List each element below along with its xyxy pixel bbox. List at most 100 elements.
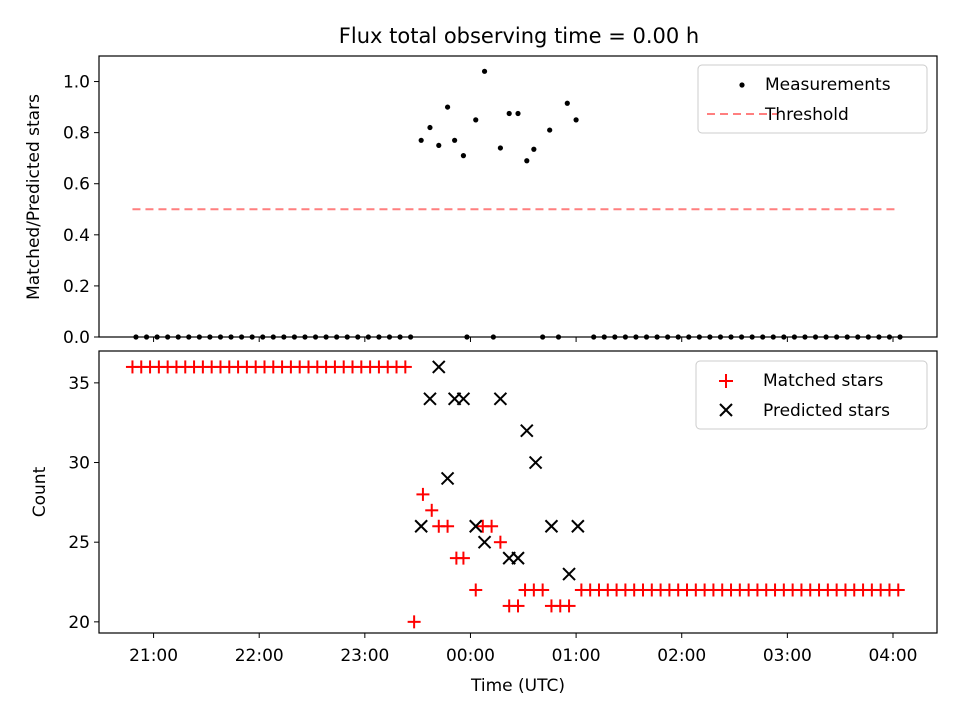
top-plot-frame: [98, 55, 938, 338]
bottom-panel: 20 25 30 35 21:00 22:00 23:00 00:00 01:00 02:00 0…: [30, 350, 938, 696]
measurement-point: [344, 334, 350, 340]
measurement-point: [427, 124, 433, 131]
measurement-point: [355, 334, 361, 340]
measurement-point: [515, 110, 521, 117]
predicted-stars-point: [414, 519, 428, 533]
legend-marker-predicted-stars: [719, 403, 733, 417]
matched-stars-point: [398, 360, 412, 374]
measurement-point: [154, 334, 160, 340]
measurement-point: [897, 334, 903, 340]
bottom-plot-frame: [98, 350, 938, 634]
measurement-point: [376, 334, 382, 340]
measurement-point: [217, 334, 224, 340]
measurement-point: [436, 142, 442, 149]
measurement-point: [196, 334, 202, 340]
measurement-point: [855, 334, 861, 340]
matched-stars-point: [891, 583, 905, 597]
matched-stars-point: [562, 599, 576, 613]
measurement-point: [760, 334, 766, 340]
measurement-point: [444, 104, 451, 110]
measurement-point: [834, 334, 840, 340]
measurement-point: [612, 334, 618, 340]
measurement-point: [844, 334, 850, 340]
measurement-point: [418, 137, 424, 143]
predicted-stars-point: [432, 360, 446, 374]
measurement-point: [865, 334, 871, 340]
matched-stars-point: [536, 583, 550, 597]
measurement-point: [573, 117, 579, 123]
measurement-point: [802, 334, 808, 340]
measurement-point: [291, 334, 298, 340]
measurement-point: [186, 334, 192, 340]
measurement-point: [524, 158, 530, 164]
predicted-stars-point: [493, 392, 508, 406]
measurement-point: [686, 334, 692, 340]
measurement-point: [791, 334, 797, 340]
measurement-point: [386, 334, 393, 340]
measurement-point: [397, 334, 403, 340]
bottom-y-tick-label: 30: [68, 454, 90, 474]
predicted-stars-point: [544, 519, 559, 533]
measurement-point: [506, 110, 512, 117]
measurement-point: [696, 334, 702, 340]
x-tick-label: 02:00: [657, 646, 706, 666]
measurement-point: [323, 334, 329, 340]
bottom-y-tick-label: 20: [68, 613, 90, 633]
measurement-point: [249, 334, 255, 340]
chart-title: Flux total observing time = 0.00 h: [339, 24, 699, 48]
bottom-y-axis: 20 25 30 35: [68, 374, 99, 633]
measurement-point: [408, 334, 414, 340]
top-y-tick-label: 0.6: [63, 175, 90, 195]
measurement-point: [823, 334, 829, 340]
measurement-point: [334, 334, 340, 340]
legend-label-measurements: Measurements: [765, 75, 891, 95]
measurement-point: [270, 334, 276, 340]
measurement-point: [175, 334, 181, 340]
bottom-y-axis-label: Count: [30, 466, 50, 517]
x-tick-label: 23:00: [340, 646, 389, 666]
top-x-axis-ticks: [153, 337, 894, 342]
measurement-point: [460, 153, 467, 159]
measurement-point: [481, 68, 488, 74]
predicted-stars-point: [456, 392, 471, 406]
matched-stars-point: [425, 503, 439, 517]
matched-stars-point: [511, 599, 525, 613]
top-y-tick-label: 1.0: [63, 73, 90, 93]
matched-stars-point: [416, 487, 430, 501]
measurement-point: [781, 334, 787, 340]
predicted-stars-point: [520, 423, 534, 438]
measurement-point: [770, 334, 776, 340]
measurement-point: [133, 334, 139, 340]
bottom-x-axis-label: Time (UTC): [470, 676, 565, 696]
top-y-tick-label: 0.4: [63, 226, 90, 246]
matched-stars-point: [456, 551, 470, 565]
legend-label-predicted-stars: Predicted stars: [763, 401, 890, 421]
measurement-point: [749, 334, 755, 340]
predicted-stars-point: [440, 471, 455, 486]
measurement-point: [302, 334, 308, 340]
x-tick-label: 21:00: [129, 646, 178, 666]
measurement-point: [654, 334, 660, 340]
measurement-point: [365, 334, 371, 340]
top-y-axis: 0.0 0.2 0.4 0.6 0.8 1.0: [63, 73, 99, 348]
measurement-point: [165, 334, 171, 340]
bottom-legend-box: [695, 360, 928, 430]
measurement-point: [497, 145, 503, 151]
measurement-point: [633, 334, 639, 340]
legend-marker-matched-stars: [719, 374, 733, 388]
measurement-point: [643, 334, 650, 340]
legend-marker-measurements: [739, 82, 745, 88]
top-plot-area: [132, 68, 903, 340]
measurement-point: [728, 334, 734, 340]
top-y-tick-label: 0.2: [63, 277, 90, 297]
measurement-point: [228, 334, 234, 340]
top-legend-box: [697, 64, 928, 134]
measurement-point: [540, 334, 546, 340]
bottom-legend: Matched stars Predicted stars: [695, 360, 928, 430]
measurement-point: [239, 334, 245, 340]
matched-stars-point: [469, 583, 483, 597]
measurement-point: [531, 146, 537, 152]
predicted-stars-point: [571, 519, 585, 533]
top-legend: Measurements Threshold: [697, 64, 928, 134]
matched-stars-point: [493, 535, 507, 549]
